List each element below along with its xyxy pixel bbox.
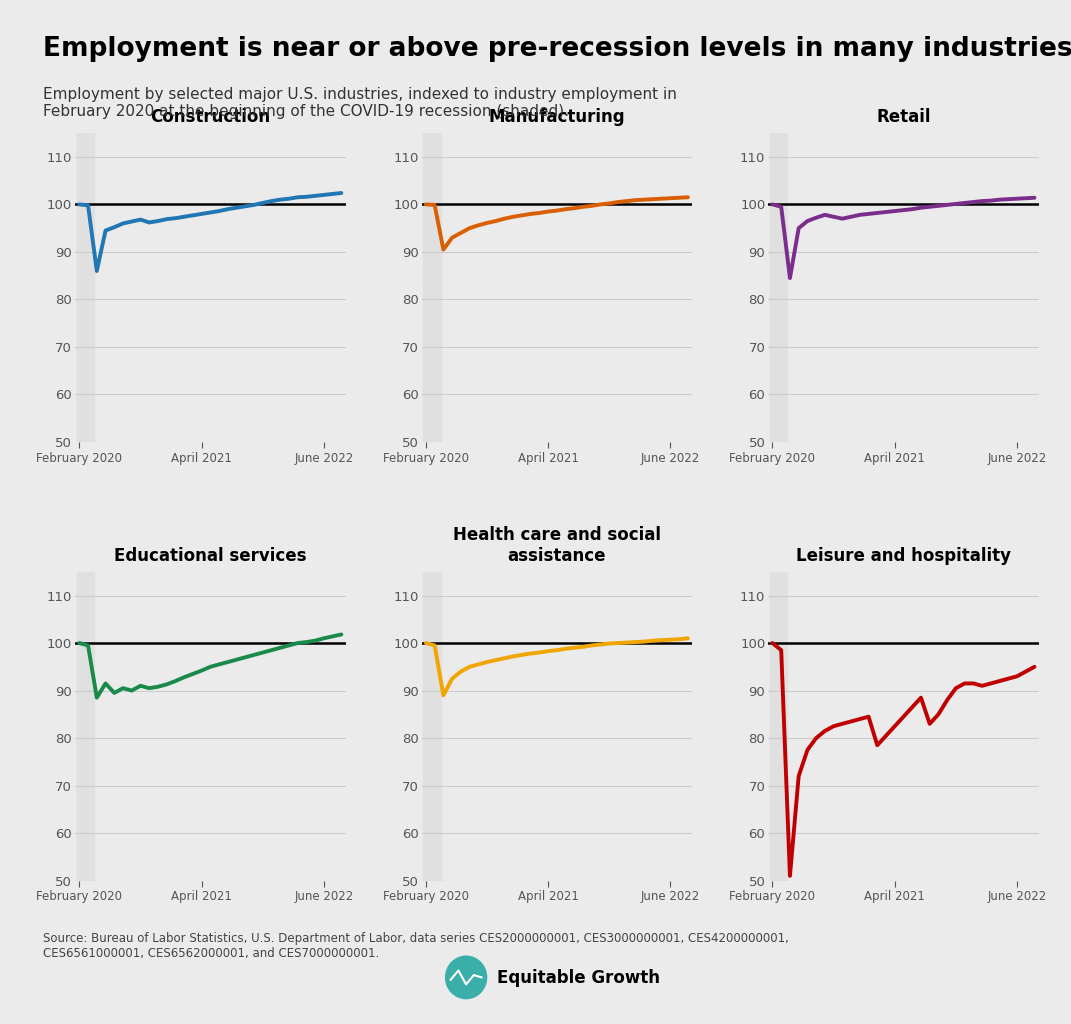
- Bar: [77, 133, 94, 442]
- Title: Leisure and hospitality: Leisure and hospitality: [796, 547, 1011, 564]
- Text: Equitable Growth: Equitable Growth: [497, 970, 660, 987]
- Bar: [423, 571, 441, 881]
- Title: Retail: Retail: [876, 108, 931, 126]
- Bar: [770, 571, 787, 881]
- Bar: [770, 133, 787, 442]
- Title: Construction: Construction: [150, 108, 270, 126]
- Title: Educational services: Educational services: [115, 547, 306, 564]
- Bar: [77, 571, 94, 881]
- Title: Manufacturing: Manufacturing: [488, 108, 625, 126]
- Text: Source: Bureau of Labor Statistics, U.S. Department of Labor, data series CES200: Source: Bureau of Labor Statistics, U.S.…: [43, 932, 788, 959]
- Bar: [423, 133, 441, 442]
- Text: Employment is near or above pre-recession levels in many industries: Employment is near or above pre-recessio…: [43, 36, 1071, 61]
- Text: Employment by selected major U.S. industries, indexed to industry employment in
: Employment by selected major U.S. indust…: [43, 87, 677, 120]
- Ellipse shape: [444, 955, 487, 999]
- Title: Health care and social
assistance: Health care and social assistance: [453, 526, 661, 564]
